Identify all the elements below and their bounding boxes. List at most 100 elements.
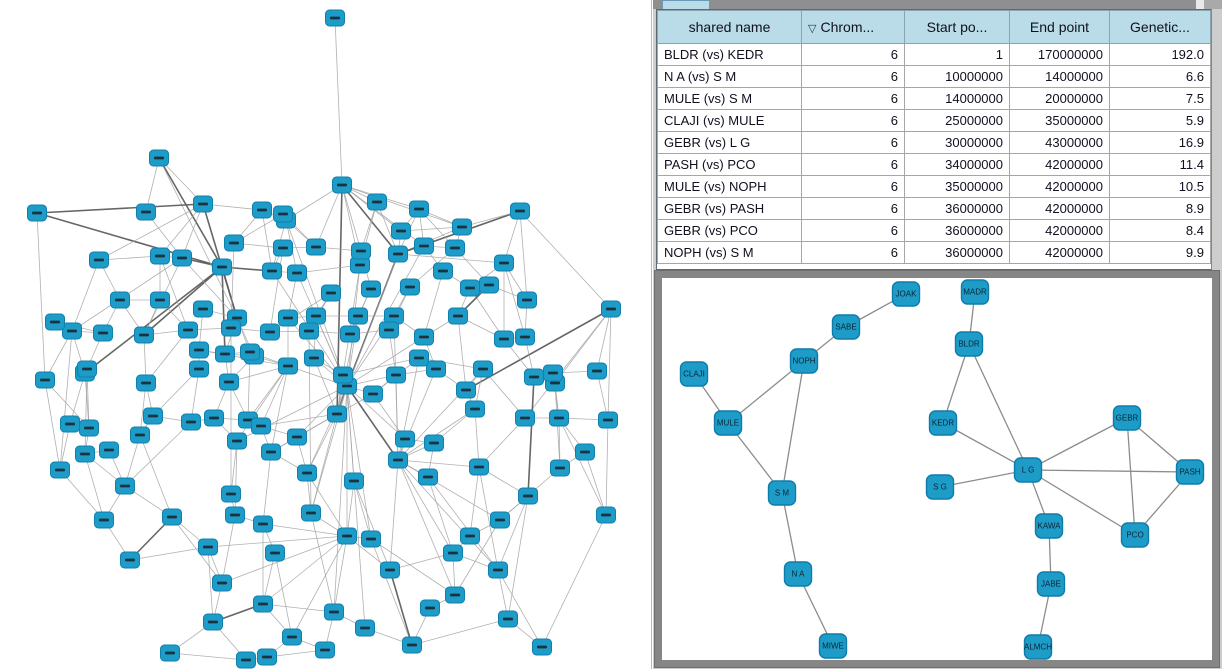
graph-node[interactable] bbox=[445, 586, 465, 604]
graph-node[interactable] bbox=[575, 443, 595, 461]
graph-node[interactable] bbox=[510, 202, 530, 220]
graph-node-kawa[interactable]: KAWA bbox=[1034, 513, 1064, 539]
graph-node[interactable] bbox=[265, 544, 285, 562]
graph-node[interactable] bbox=[306, 238, 326, 256]
graph-node[interactable] bbox=[452, 218, 472, 236]
node-shape[interactable] bbox=[1120, 522, 1150, 548]
graph-node[interactable] bbox=[517, 291, 537, 309]
column-header-chrom[interactable]: ▽ Chrom... bbox=[801, 10, 905, 44]
graph-node[interactable] bbox=[515, 409, 535, 427]
graph-node[interactable] bbox=[550, 459, 570, 477]
graph-node[interactable] bbox=[287, 264, 307, 282]
graph-node[interactable] bbox=[212, 574, 232, 592]
graph-node[interactable] bbox=[252, 201, 272, 219]
graph-node[interactable] bbox=[355, 619, 375, 637]
detail-network-panel[interactable]: JOAK MADR SABE NOPH CLAJI MULE BLDR KEDR L G S G G… bbox=[654, 270, 1220, 668]
graph-node[interactable] bbox=[150, 247, 170, 265]
graph-node[interactable] bbox=[189, 341, 209, 359]
graph-node[interactable] bbox=[420, 599, 440, 617]
node-shape[interactable] bbox=[925, 474, 955, 500]
graph-node[interactable] bbox=[115, 477, 135, 495]
detail-network-canvas[interactable]: JOAK MADR SABE NOPH CLAJI MULE BLDR KEDR L G S G G… bbox=[662, 278, 1212, 660]
graph-node[interactable] bbox=[344, 472, 364, 490]
table-row[interactable]: CLAJI (vs) MULE 6 25000000 35000000 5.9 bbox=[657, 109, 1211, 132]
node-shape[interactable] bbox=[891, 281, 921, 307]
node-shape[interactable] bbox=[767, 480, 797, 506]
graph-node[interactable] bbox=[340, 325, 360, 343]
graph-node-mule[interactable]: MULE bbox=[713, 410, 743, 436]
graph-node[interactable] bbox=[162, 508, 182, 526]
panel-tab[interactable] bbox=[662, 0, 710, 9]
graph-node-jabe[interactable]: JABE bbox=[1036, 571, 1066, 597]
graph-node[interactable] bbox=[433, 262, 453, 280]
graph-node[interactable] bbox=[498, 610, 518, 628]
node-shape[interactable] bbox=[789, 348, 819, 374]
graph-node[interactable] bbox=[386, 366, 406, 384]
graph-node[interactable] bbox=[110, 291, 130, 309]
graph-node[interactable] bbox=[306, 307, 326, 325]
node-shape[interactable] bbox=[1175, 459, 1205, 485]
graph-node[interactable] bbox=[380, 561, 400, 579]
graph-node[interactable] bbox=[324, 603, 344, 621]
graph-node[interactable] bbox=[189, 360, 209, 378]
graph-node[interactable] bbox=[253, 595, 273, 613]
graph-node[interactable] bbox=[400, 278, 420, 296]
graph-node[interactable] bbox=[278, 309, 298, 327]
graph-node[interactable] bbox=[240, 343, 260, 361]
graph-node[interactable] bbox=[327, 405, 347, 423]
graph-node[interactable] bbox=[134, 326, 154, 344]
graph-node[interactable] bbox=[257, 648, 277, 666]
graph-node[interactable] bbox=[418, 468, 438, 486]
graph-node[interactable] bbox=[299, 322, 319, 340]
graph-node[interactable] bbox=[215, 345, 235, 363]
graph-node[interactable] bbox=[77, 360, 97, 378]
graph-node[interactable] bbox=[473, 360, 493, 378]
graph-node[interactable] bbox=[260, 323, 280, 341]
graph-node[interactable] bbox=[426, 360, 446, 378]
graph-node-l-g[interactable]: L G bbox=[1013, 457, 1043, 483]
column-header-genetic[interactable]: Genetic... bbox=[1109, 10, 1211, 44]
graph-node[interactable] bbox=[490, 511, 510, 529]
graph-node[interactable] bbox=[236, 651, 256, 669]
graph-node-kedr[interactable]: KEDR bbox=[928, 410, 958, 436]
graph-node[interactable] bbox=[587, 362, 607, 380]
graph-node[interactable] bbox=[143, 407, 163, 425]
graph-node-almch[interactable]: ALMCH bbox=[1023, 634, 1052, 660]
node-shape[interactable] bbox=[928, 410, 958, 436]
graph-node[interactable] bbox=[488, 561, 508, 579]
filter-icon[interactable]: ▽ bbox=[808, 23, 817, 35]
graph-node[interactable] bbox=[402, 636, 422, 654]
graph-node[interactable] bbox=[445, 239, 465, 257]
graph-node-s-m[interactable]: S M bbox=[767, 480, 797, 506]
graph-node[interactable] bbox=[225, 506, 245, 524]
overview-network-canvas[interactable] bbox=[0, 0, 652, 669]
graph-node[interactable] bbox=[479, 276, 499, 294]
graph-node[interactable] bbox=[136, 374, 156, 392]
graph-node[interactable] bbox=[448, 307, 468, 325]
graph-node[interactable] bbox=[409, 349, 429, 367]
graph-node[interactable] bbox=[361, 280, 381, 298]
graph-node[interactable] bbox=[465, 400, 485, 418]
graph-node[interactable] bbox=[130, 426, 150, 444]
graph-node[interactable] bbox=[443, 544, 463, 562]
graph-node[interactable] bbox=[172, 249, 192, 267]
graph-node[interactable] bbox=[549, 409, 569, 427]
graph-node[interactable] bbox=[297, 464, 317, 482]
graph-node[interactable] bbox=[351, 242, 371, 260]
node-shape[interactable] bbox=[1034, 513, 1064, 539]
column-header-shared-name[interactable]: shared name bbox=[657, 10, 802, 44]
graph-node-madr[interactable]: MADR bbox=[960, 279, 990, 305]
graph-node[interactable] bbox=[45, 313, 65, 331]
graph-node[interactable] bbox=[50, 461, 70, 479]
graph-node[interactable] bbox=[414, 237, 434, 255]
graph-node[interactable] bbox=[120, 551, 140, 569]
table-row[interactable]: GEBR (vs) L G 6 30000000 43000000 16.9 bbox=[657, 131, 1211, 154]
graph-node[interactable] bbox=[363, 385, 383, 403]
graph-node[interactable] bbox=[456, 381, 476, 399]
graph-node-pco[interactable]: PCO bbox=[1120, 522, 1150, 548]
table-row[interactable]: MULE (vs) NOPH 6 35000000 42000000 10.5 bbox=[657, 175, 1211, 198]
graph-node[interactable] bbox=[149, 149, 169, 167]
graph-node[interactable] bbox=[160, 644, 180, 662]
graph-node[interactable] bbox=[60, 415, 80, 433]
graph-node[interactable] bbox=[524, 368, 544, 386]
